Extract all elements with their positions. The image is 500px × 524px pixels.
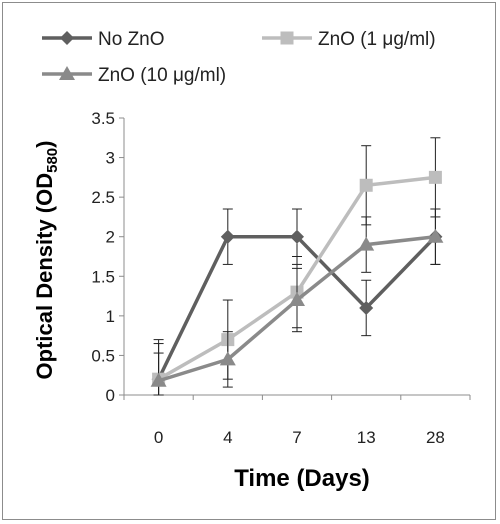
- x-tick-labels: 0 4 7 13 28: [123, 395, 471, 447]
- y-axis-title-main: Optical Density (OD: [32, 173, 57, 380]
- y-axis-title-subscript: 580: [44, 148, 61, 173]
- y-tick-label: 0: [106, 386, 115, 405]
- legend-item: ZnO (10 μg/ml): [42, 65, 226, 86]
- data-point: [428, 170, 442, 184]
- series-3: [150, 208, 444, 396]
- data-point: [359, 300, 374, 315]
- data-point: [290, 229, 304, 244]
- data-point: [359, 178, 373, 192]
- series-2: [152, 137, 442, 396]
- series-layer: [150, 137, 444, 396]
- legend-item: No ZnO: [42, 29, 165, 50]
- legend: No ZnO ZnO (1 μg/ml) ZnO (10 μg/ml): [42, 29, 436, 86]
- y-tick-label: 2: [106, 228, 115, 247]
- y-axis-title-end: ): [32, 141, 57, 148]
- y-tick-label: 0.5: [91, 346, 115, 365]
- x-tick-label: 7: [292, 428, 301, 447]
- legend-marker: [280, 31, 294, 45]
- x-tick-label: 0: [154, 428, 163, 447]
- y-tick-label: 1.5: [91, 267, 115, 286]
- data-point: [289, 292, 305, 307]
- y-tick-labels: 0 0.5 1 1.5 2 2.5 3 3.5: [91, 109, 124, 405]
- axes: [123, 118, 470, 396]
- data-point: [150, 372, 167, 387]
- x-tick-label: 28: [426, 428, 445, 447]
- x-tick-label: 4: [223, 428, 232, 447]
- data-point: [220, 229, 235, 244]
- x-tick-label: 13: [357, 428, 376, 447]
- y-tick-label: 3.5: [91, 109, 115, 128]
- data-point: [219, 351, 236, 366]
- legend-marker: [59, 66, 75, 80]
- data-point: [358, 236, 375, 251]
- legend-item: ZnO (1 μg/ml): [262, 29, 436, 50]
- y-axis-title: Optical Density (OD580): [32, 141, 61, 380]
- legend-label: ZnO (1 μg/ml): [318, 29, 436, 50]
- y-tick-label: 3: [106, 149, 115, 168]
- legend-label: ZnO (10 μg/ml): [98, 65, 226, 86]
- y-tick-label: 1: [106, 307, 115, 326]
- legend-label: No ZnO: [98, 29, 165, 50]
- y-tick-label: 2.5: [91, 188, 115, 207]
- legend-marker: [60, 31, 74, 45]
- x-axis-title: Time (Days): [234, 465, 370, 492]
- data-point: [427, 228, 444, 243]
